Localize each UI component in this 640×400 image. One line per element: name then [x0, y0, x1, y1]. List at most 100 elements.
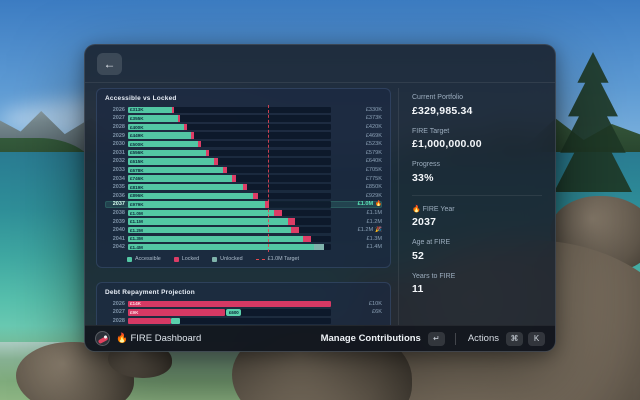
total-value-label: £705K [365, 166, 382, 173]
logo-swoosh [97, 335, 109, 344]
chart-row-2037: 2037 £979K £1.0M 🔥 [105, 200, 382, 209]
total-value-label: £420K [365, 123, 382, 130]
back-arrow-icon: ← [103, 56, 116, 71]
legend-item: £1.0M Target [255, 256, 299, 262]
total-value-label: £850K [365, 184, 382, 191]
bar-value-label: £9K [130, 310, 139, 316]
bar-value-label: £556K [130, 150, 144, 156]
enter-key-badge: ↵ [427, 331, 445, 346]
app-logo-icon [95, 331, 110, 346]
legend-item: Unlocked [212, 256, 243, 263]
chart-row-2042: 2042 £1.4M £1.4M [105, 244, 382, 252]
chart-legend: Accessible Locked Unlocked £1.0M Target [105, 256, 382, 262]
chart-row-2026: 2026 £313K £330K [105, 106, 382, 114]
stat-label: Age at FIRE [412, 239, 451, 246]
locked-segment [190, 132, 194, 139]
bar-value-label: £449K [130, 133, 144, 139]
accessible-segment [128, 140, 198, 148]
year-label: 2037 [112, 201, 125, 208]
total-value-label: £1.1M [366, 209, 382, 216]
chart-row-2033: 2033 £678K £705K [105, 166, 382, 174]
locked-segment [253, 192, 259, 199]
bar-track: £746K [128, 175, 331, 182]
stacked-bar [128, 140, 331, 148]
actions-button[interactable]: Actions [466, 331, 501, 346]
debt-repayment-chart: Debt Repayment Projection 2026 £14K £10K 20… [96, 282, 391, 325]
bar-track: £1.2M [128, 226, 331, 234]
chart-row-2031: 2031 £556K £579K [105, 149, 382, 157]
accessible-segment [128, 209, 274, 217]
total-value-label: £775K [365, 175, 382, 182]
accessible-segment [128, 201, 266, 208]
stat-label: Progress [412, 161, 441, 168]
bar-value-label: £355K [130, 115, 144, 121]
accessible-segment [128, 183, 243, 191]
manage-contributions-button[interactable]: Manage Contributions [319, 331, 423, 346]
bar-value-label: £615K [130, 158, 144, 164]
chart-row-2040: 2040 £1.2M £1.2M 🎉 [105, 226, 382, 234]
action-bar: 🔥 FIRE Dashboard Manage Contributions ↵ … [85, 325, 555, 351]
legend-label: Locked [181, 256, 200, 263]
unlocked-segment [314, 244, 325, 251]
chart-row-2028: 2028 £400K £420K [105, 123, 382, 131]
bar-track: £1.3M [128, 235, 331, 242]
stat-label: FIRE Target [412, 127, 450, 135]
bar-value-label: £1.2M [130, 227, 143, 233]
total-value-label: £373K [365, 115, 382, 122]
stacked-bar [128, 209, 331, 217]
stacked-bar [128, 123, 331, 131]
accessible-segment [128, 115, 178, 122]
debt-bar [128, 309, 226, 316]
bar-track [128, 317, 331, 325]
bar-value-label: £14K [130, 301, 141, 307]
stat-value: 33% [412, 171, 434, 184]
bar-track: £556K [128, 149, 331, 156]
bar-track: £615K [128, 158, 331, 165]
bar-value-label: £746K [130, 176, 144, 182]
bar-track: £678K [128, 166, 331, 174]
bar-track: £14K [128, 300, 331, 308]
legend-item: Accessible [127, 256, 161, 262]
bar-value-label: £819K [130, 184, 144, 190]
bar-track: £1.1M [128, 218, 331, 225]
legend-label: Unlocked [220, 256, 243, 263]
year-label: 2040 [112, 227, 125, 234]
accessible-segment [128, 158, 215, 165]
back-button[interactable]: ← [97, 52, 122, 75]
k-key-badge: K [528, 331, 545, 346]
stat-label: Current Portfolio [412, 94, 463, 101]
legend-item: Locked [173, 256, 200, 263]
debt-chart-rows: 2026 £14K £10K 2027 £9K £600 £6K 2028 [105, 300, 382, 325]
bar-value-label: £1.3M [130, 236, 143, 242]
footer-title: 🔥 FIRE Dashboard [116, 333, 202, 344]
year-label: 2034 [112, 175, 125, 182]
chart-row-2029: 2029 £449K £469K [105, 132, 382, 140]
stats-section: Current Portfolio £329,985.34 FIRE Target £… [412, 94, 542, 184]
locked-segment [177, 115, 181, 122]
charts-column: Accessible vs Locked 2026 £313K £330K 2027 £… [85, 88, 398, 325]
action-bar-left: 🔥 FIRE Dashboard [95, 331, 201, 346]
bar-track: £449K [128, 132, 331, 139]
stacked-bar [128, 175, 331, 182]
accessible-segment [128, 132, 191, 139]
year-label: 2030 [112, 141, 125, 148]
year-label: 2027 [112, 309, 125, 316]
legend-swatch [212, 256, 218, 262]
accessible-segment [128, 106, 172, 113]
stacked-bar [128, 235, 331, 242]
paid-off-badge: £600 [226, 308, 242, 317]
chart-row-2035: 2035 £819K £850K [105, 183, 382, 191]
accessible-segment [128, 123, 184, 131]
year-label: 2041 [112, 235, 125, 242]
stacked-bar [128, 106, 331, 113]
target-line [268, 105, 269, 253]
fire-emoji-icon: 🔥 [375, 201, 382, 208]
stacked-bar [128, 201, 331, 208]
stats-section: 🔥 FIRE Year 2037 Age at FIRE 52 Years to FIR… [412, 194, 542, 295]
bar-value-label: £400K [130, 124, 144, 130]
year-label: 2026 [112, 300, 125, 307]
locked-segment [184, 123, 187, 131]
locked-segment [291, 226, 300, 234]
bar-track: £1.4M [128, 244, 331, 251]
year-label: 2038 [112, 209, 125, 216]
